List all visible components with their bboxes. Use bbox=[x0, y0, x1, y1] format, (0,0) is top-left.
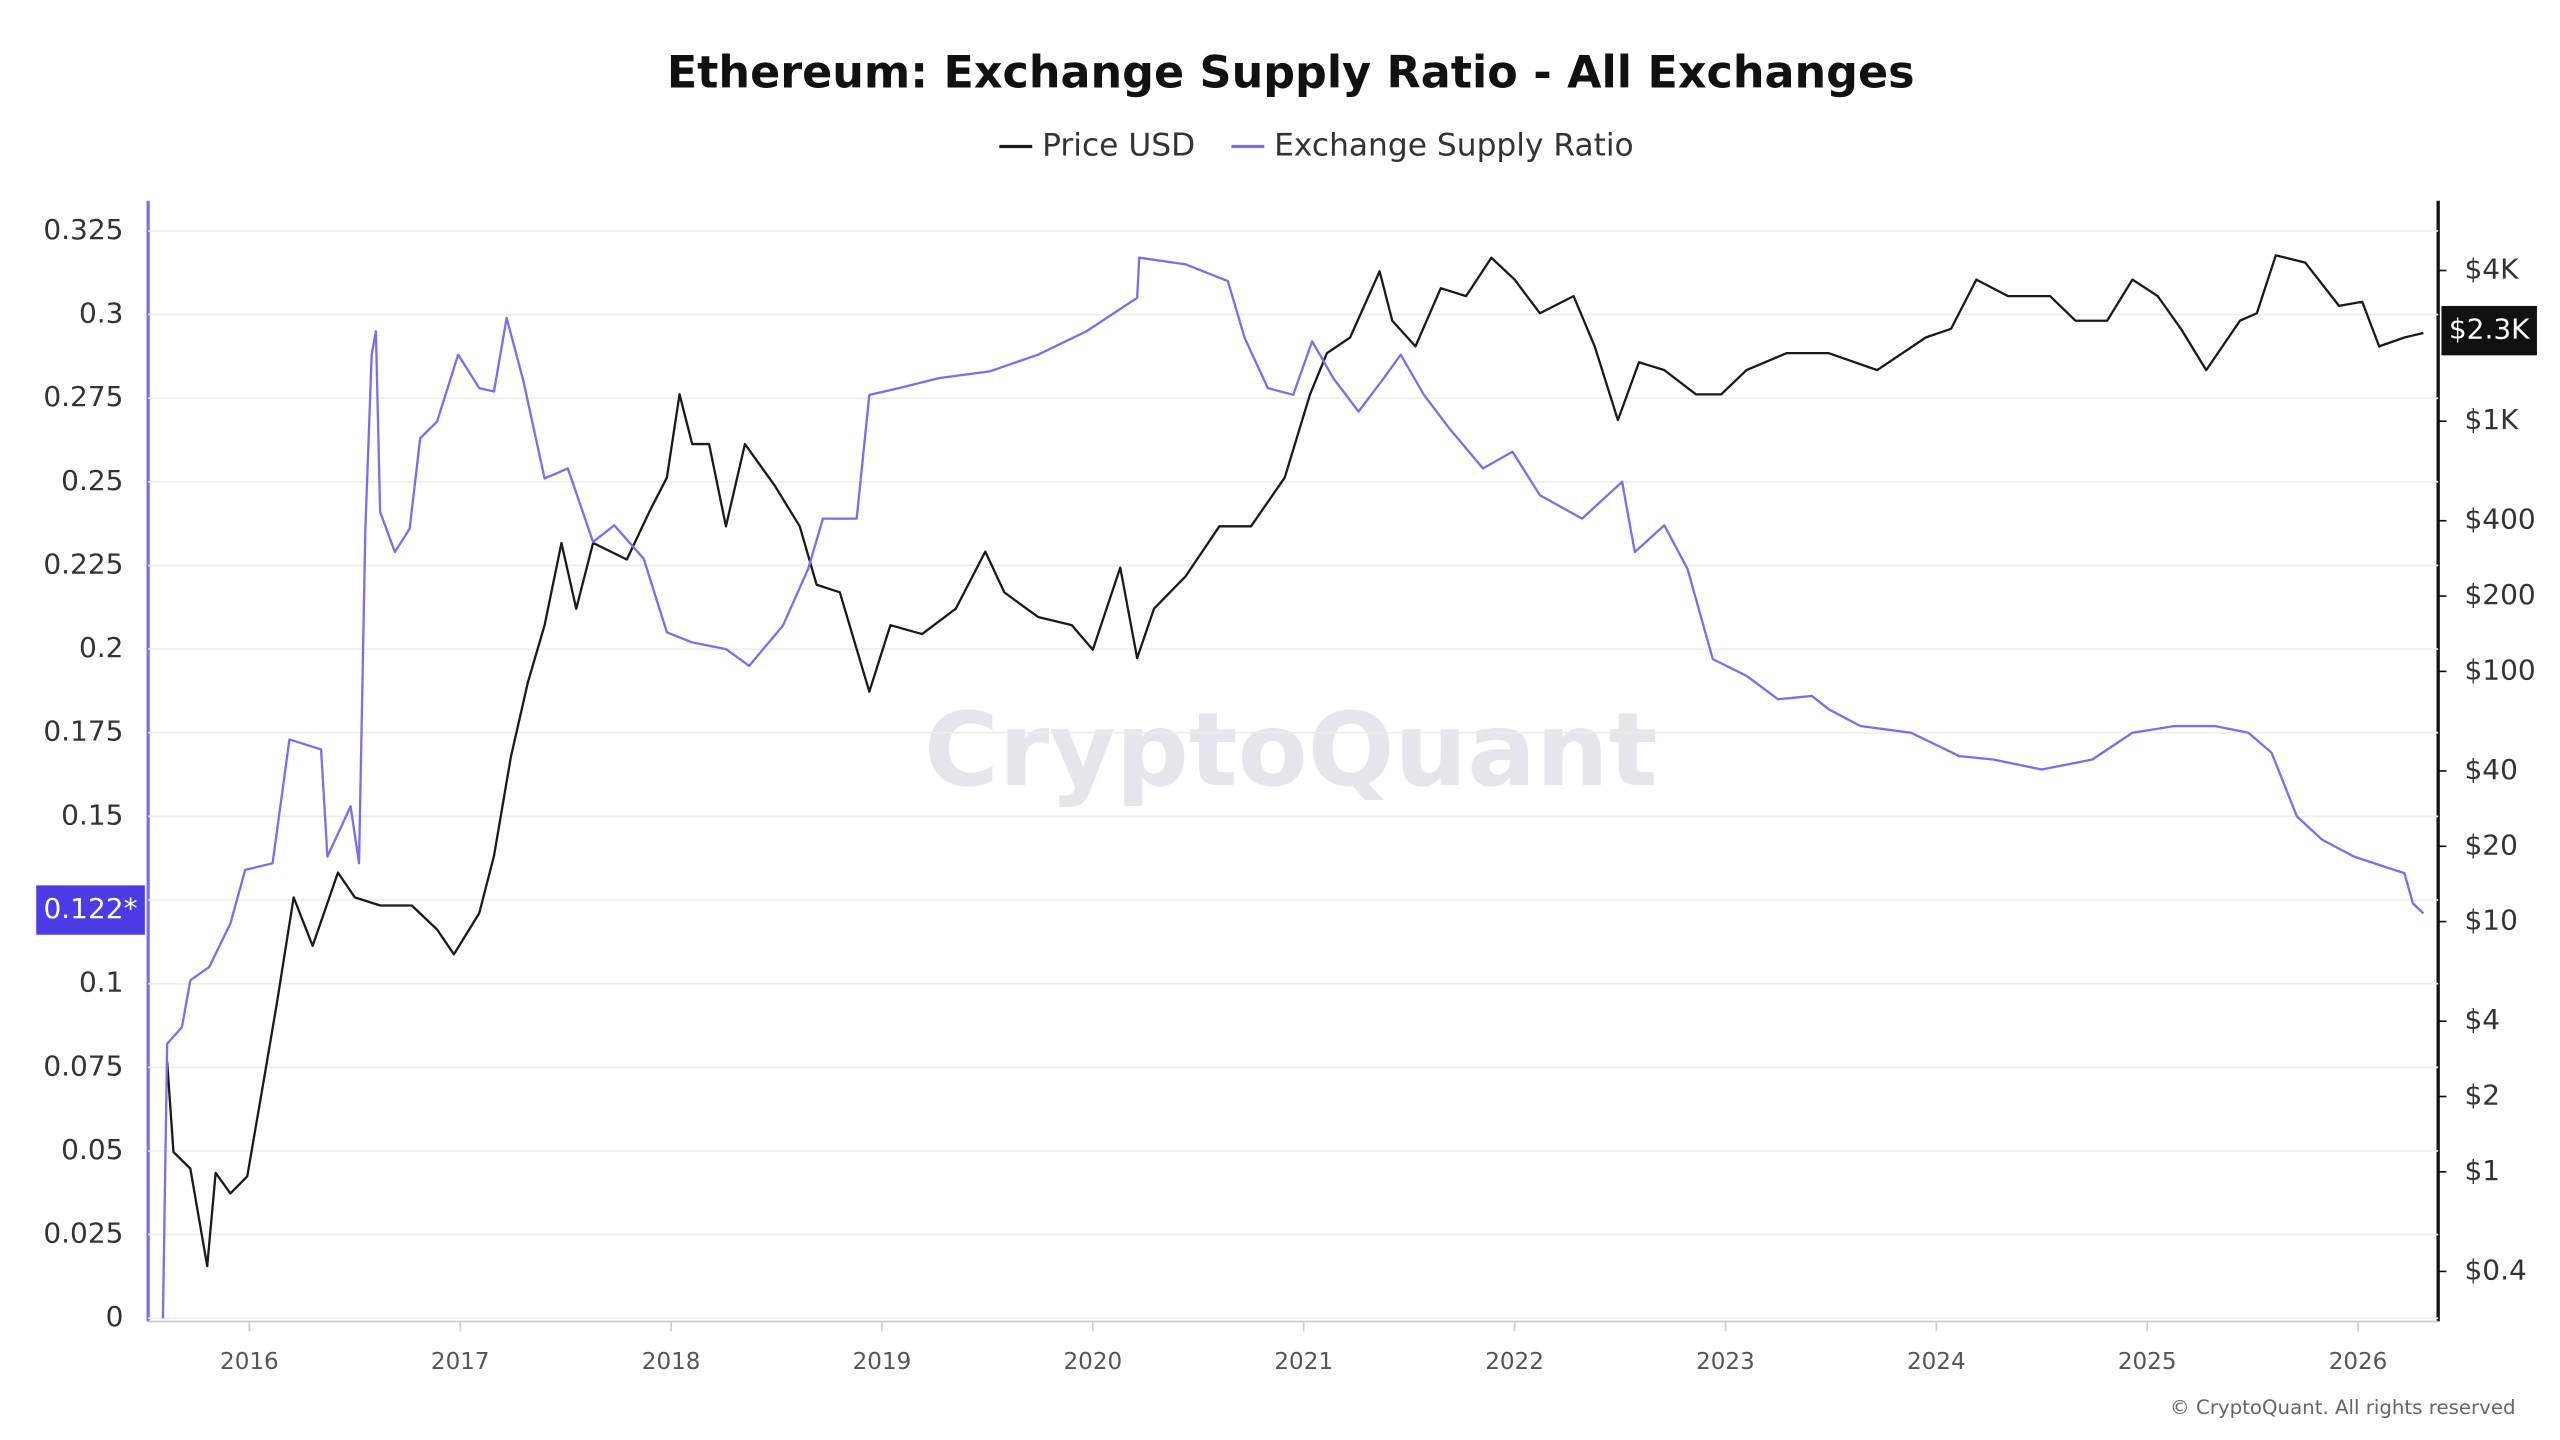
watermark: CryptoQuant bbox=[924, 691, 1658, 810]
y-tick-label: 0.225 bbox=[43, 547, 123, 580]
badge-box bbox=[36, 885, 145, 935]
y-tick-label: 0 bbox=[106, 1300, 124, 1333]
y2-tick-label: $2 bbox=[2465, 1079, 2501, 1112]
current-value-badge: 0.122* bbox=[36, 885, 145, 935]
x-tick-label: 2021 bbox=[1274, 1349, 1333, 1375]
x-tick-label: 2019 bbox=[853, 1349, 912, 1375]
x-tick-label: 2026 bbox=[2329, 1349, 2388, 1375]
y2-tick-label: $400 bbox=[2465, 503, 2536, 536]
y-tick-label: 0.2 bbox=[79, 631, 123, 664]
y-tick-label: 0.175 bbox=[43, 715, 123, 748]
y2-tick-label: $10 bbox=[2465, 904, 2518, 937]
badge-label: $2.3K bbox=[2449, 313, 2530, 346]
x-tick-label: 2017 bbox=[431, 1349, 490, 1375]
legend-label: Price USD bbox=[1042, 127, 1195, 163]
x-tick-label: 2025 bbox=[2118, 1349, 2177, 1375]
y-tick-label: 0.075 bbox=[43, 1049, 123, 1082]
y2-tick-label: $0.4 bbox=[2465, 1253, 2527, 1286]
series-line bbox=[165, 254, 2424, 1268]
x-tick-label: 2020 bbox=[1064, 1349, 1123, 1375]
current-value-badge: $2.3K bbox=[2441, 305, 2537, 356]
y-tick-label: 0.1 bbox=[79, 966, 123, 999]
series-line bbox=[161, 256, 2425, 1319]
y-tick-label: 0.05 bbox=[61, 1133, 123, 1166]
chart-title: Ethereum: Exchange Supply Ratio - All Ex… bbox=[667, 48, 1915, 99]
y2-tick-label: $4 bbox=[2465, 1003, 2501, 1036]
x-tick-label: 2016 bbox=[220, 1349, 279, 1375]
x-tick-label: 2023 bbox=[1696, 1349, 1755, 1375]
badge-box bbox=[2441, 305, 2537, 356]
y-tick-label: 0.275 bbox=[43, 380, 123, 413]
y2-tick-label: $1K bbox=[2465, 403, 2520, 436]
y2-tick-label: $200 bbox=[2465, 578, 2536, 611]
footer: © CryptoQuant. All rights reserved bbox=[2170, 1396, 2516, 1419]
y-tick-label: 0.025 bbox=[43, 1217, 123, 1250]
y-tick-label: 0.25 bbox=[61, 464, 123, 497]
legend-label: Exchange Supply Ratio bbox=[1274, 127, 1634, 163]
x-tick-label: 2022 bbox=[1485, 1349, 1544, 1375]
x-tick-label: 2018 bbox=[642, 1349, 701, 1375]
y2-tick-label: $40 bbox=[2465, 753, 2518, 786]
y2-tick-label: $4K bbox=[2465, 253, 2520, 286]
y2-tick-label: $20 bbox=[2465, 828, 2518, 861]
y-tick-label: 0.15 bbox=[61, 798, 123, 831]
badge-label: 0.122* bbox=[44, 892, 138, 925]
y-tick-label: 0.325 bbox=[43, 213, 123, 246]
x-tick-label: 2024 bbox=[1907, 1349, 1966, 1375]
y-tick-label: 0.3 bbox=[79, 297, 123, 330]
y2-tick-label: $100 bbox=[2465, 653, 2536, 686]
y2-tick-label: $1 bbox=[2465, 1154, 2501, 1187]
